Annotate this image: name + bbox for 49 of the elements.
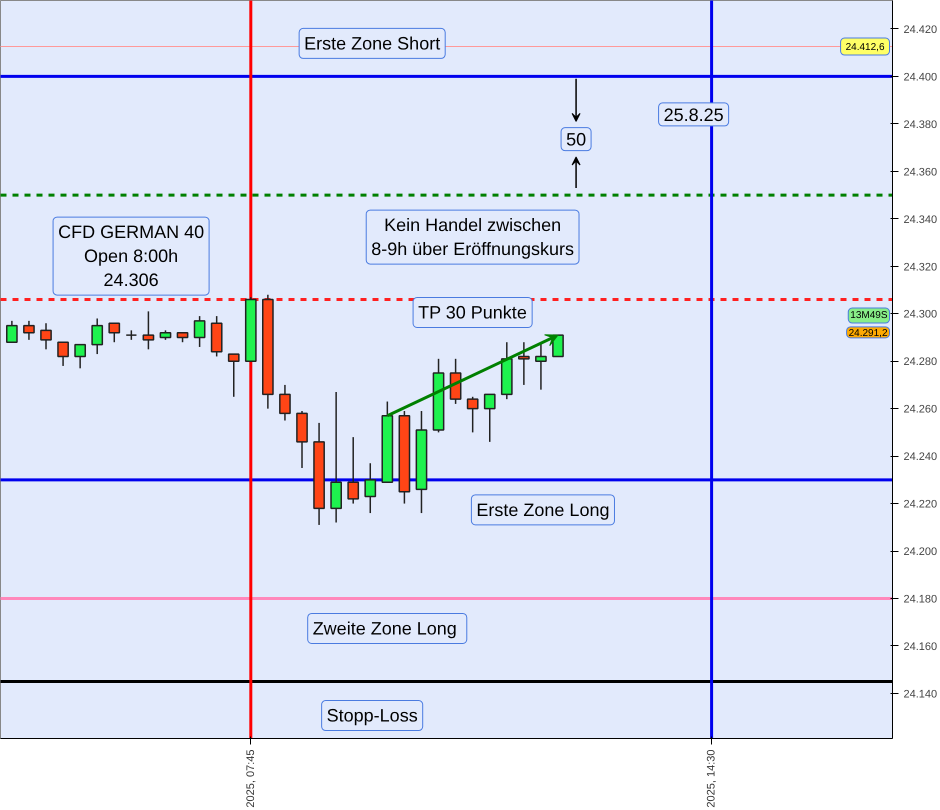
candlestick (518, 341, 530, 386)
candlestick (57, 341, 69, 367)
annotation: 25.8.25 (664, 104, 724, 125)
y-tick-label: 24.280 (904, 356, 938, 368)
candlestick (91, 318, 104, 355)
y-tick-label: 24.400 (904, 71, 938, 84)
y-tick-label: 24.420 (904, 24, 938, 36)
y-tick-label: 24.380 (904, 118, 938, 131)
y-tick-label: 24.160 (904, 640, 938, 653)
candlestick (160, 330, 172, 341)
ref-line-label: Kein Handel zwischen 8-9h über Eröffnungskurs (371, 215, 574, 260)
y-tick-label: 24.340 (904, 214, 938, 226)
ref-line-label: Erste Zone Long (476, 500, 610, 520)
y-tick-label: 24.140 (904, 688, 938, 700)
candlestick (228, 353, 240, 398)
ref-line-label: Stopp-Loss (326, 706, 418, 726)
ref-line-label: Zweite Zone Long (312, 618, 457, 638)
candlestick (347, 436, 360, 504)
x-tick-label: 2025, 07:45 (244, 749, 257, 808)
annotation: 24.291,2 (848, 328, 888, 339)
y-tick-label: 24.260 (904, 404, 938, 416)
y-tick-label: 24.200 (904, 546, 938, 558)
candlestick (108, 322, 120, 343)
candlestick (364, 462, 376, 514)
ref-line-label: TP 30 Punkte (418, 302, 527, 322)
annotation: 13M49S (850, 310, 888, 322)
y-tick-label: 24.360 (904, 166, 938, 178)
y-tick-label: 24.240 (904, 451, 938, 464)
candlestick (279, 384, 291, 422)
candlestick (484, 394, 496, 443)
annotation: 50 (566, 130, 586, 150)
candlestick (142, 310, 154, 350)
candlestick (40, 322, 52, 350)
candlestick (194, 315, 206, 348)
ref-line-label: 24.412,6 (846, 42, 885, 54)
candlestick (466, 396, 479, 434)
y-tick-label: 24.320 (904, 261, 938, 274)
candlestick (552, 334, 564, 358)
ref-line-label: Erste Zone Short (304, 33, 440, 54)
candlestick (176, 332, 188, 343)
candlestick (23, 320, 35, 341)
candlestick (125, 330, 138, 341)
annotation: CFD GERMAN 40 Open 8:00h 24.306 (58, 222, 204, 290)
y-tick-label: 24.220 (904, 498, 938, 511)
candlestick (74, 344, 86, 370)
x-tick-label: 2025, 14:30 (706, 749, 718, 808)
y-tick-label: 24.180 (904, 593, 938, 606)
candlestick (6, 320, 18, 343)
y-tick-label: 24.300 (904, 308, 938, 321)
